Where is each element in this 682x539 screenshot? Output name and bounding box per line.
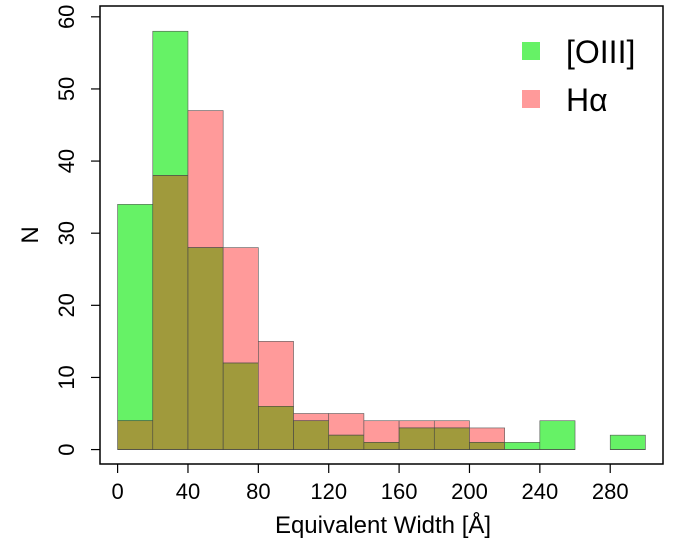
y-axis-ticks: 0 10 20 30 40 50 60: [54, 5, 100, 456]
y-axis-label: N: [17, 226, 44, 243]
bar-halpha-120: [328, 413, 365, 436]
bar-oiii-280: [609, 434, 646, 450]
bar-halpha-60: [222, 247, 259, 364]
bar-overlap-0: [117, 420, 154, 450]
y-tick-label-50: 50: [54, 77, 79, 101]
bar-oiii-20: [152, 30, 189, 176]
bar-overlap-200: [469, 442, 505, 450]
legend-swatch-halpha: [522, 90, 540, 108]
bar-halpha-160: [398, 420, 435, 429]
legend-swatch-oiii: [522, 42, 540, 60]
y-tick-label-10: 10: [54, 365, 79, 389]
bar-halpha-100: [293, 413, 330, 422]
x-tick-label-80: 80: [246, 479, 270, 504]
y-tick-label-30: 30: [54, 221, 79, 245]
bar-oiii-0: [117, 204, 154, 422]
x-tick-label-40: 40: [176, 479, 200, 504]
bar-oiii-220: [504, 442, 541, 450]
histogram-bars: [117, 30, 646, 450]
x-tick-label-160: 160: [381, 479, 418, 504]
bar-halpha-180: [433, 420, 470, 429]
legend-label-oiii: [OIII]: [566, 34, 635, 70]
bar-halpha-200: [469, 427, 505, 443]
bar-overlap-160: [398, 427, 435, 450]
x-axis-label: Equivalent Width [Å]: [275, 511, 491, 539]
legend: [OIII] Hα: [522, 34, 635, 118]
x-tick-label-280: 280: [592, 479, 629, 504]
plot-frame: [99, 5, 664, 465]
bar-overlap-100: [293, 420, 330, 450]
bar-overlap-20: [152, 175, 189, 450]
bar-overlap-40: [187, 247, 224, 450]
bar-oiii-240: [539, 420, 576, 450]
bar-halpha-40: [187, 110, 224, 248]
y-tick-label-60: 60: [54, 5, 79, 29]
x-tick-label-240: 240: [521, 479, 558, 504]
x-tick-label-0: 0: [111, 479, 123, 504]
bar-overlap-120: [328, 434, 365, 450]
x-axis-ticks: 0 40 80 120 160 200 240 280: [111, 464, 629, 504]
bar-overlap-80: [258, 405, 294, 450]
y-tick-label-40: 40: [54, 149, 79, 173]
x-tick-label-200: 200: [451, 479, 488, 504]
y-tick-label-20: 20: [54, 293, 79, 317]
x-tick-label-120: 120: [310, 479, 347, 504]
bar-overlap-140: [363, 442, 400, 450]
bar-overlap-180: [433, 427, 470, 450]
bar-halpha-80: [258, 341, 294, 407]
legend-label-halpha: Hα: [566, 82, 608, 118]
y-tick-label-0: 0: [54, 443, 79, 455]
bar-overlap-60: [222, 362, 259, 450]
bar-halpha-140: [363, 420, 400, 443]
